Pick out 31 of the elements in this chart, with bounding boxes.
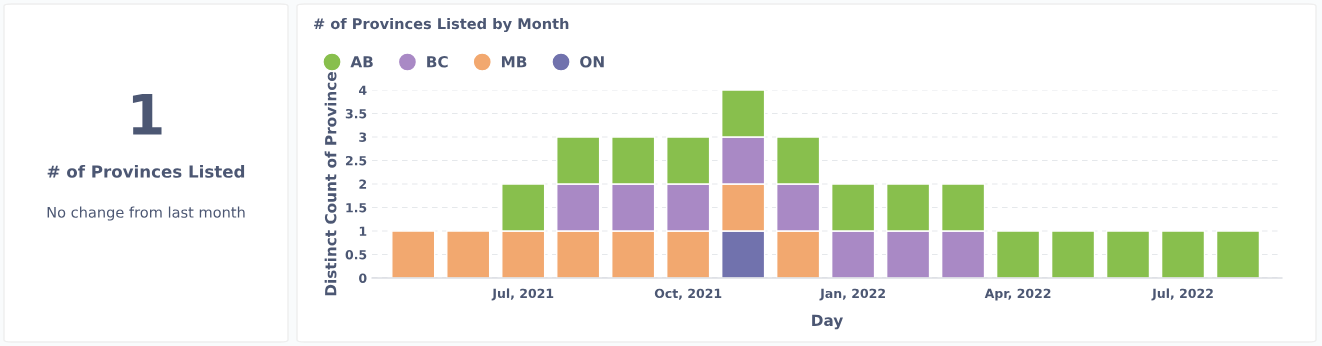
y-tick-label: 0 (359, 273, 367, 283)
y-tick-label: 3 (359, 132, 367, 142)
x-tick-label: Jul, 2021 (491, 288, 554, 301)
text: 1 (132, 93, 162, 135)
bar (995, 230, 1041, 278)
bar (1050, 230, 1096, 278)
x-tick-label: Jul, 2022 (1151, 288, 1213, 301)
y-tick-label: 3.5 (345, 108, 367, 119)
bar (391, 230, 436, 278)
x-tick-label: Jan, 2022 (819, 288, 885, 301)
bar (1215, 230, 1261, 278)
legend-label: ON (580, 56, 604, 68)
y-axis-title: Distinct Count of Province (324, 72, 337, 296)
x-tick-label: Oct, 2021 (654, 288, 722, 300)
y-tick-label: 0.5 (345, 249, 367, 260)
legend-label: BC (427, 56, 448, 68)
legend-label: AB (350, 56, 373, 68)
x-axis-title: Day (812, 314, 843, 330)
bar (446, 230, 491, 278)
y-tick-label: 2.5 (345, 155, 367, 166)
bar (1160, 230, 1206, 278)
x-tick-label: Apr, 2022 (984, 288, 1051, 301)
text: No change from last month (47, 206, 245, 221)
bar (1105, 230, 1151, 278)
y-tick-label: 2 (359, 179, 367, 189)
legend-label: MB (501, 56, 527, 68)
y-tick-label: 1.5 (346, 203, 367, 213)
y-tick-label: 4 (359, 85, 367, 95)
text: # of Provinces Listed (47, 164, 245, 178)
y-tick-label: 1 (359, 226, 367, 236)
chart-title: # of Provinces Listed by Month (313, 17, 569, 33)
